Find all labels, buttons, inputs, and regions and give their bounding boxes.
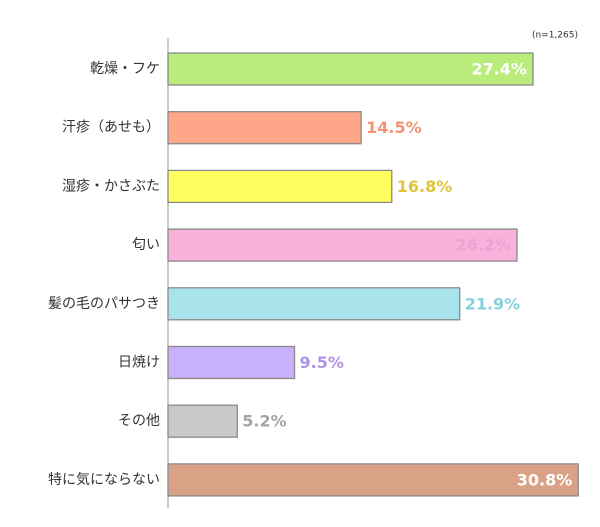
category-label: その他 [118,413,160,429]
category-label: 汗疹（あせも） [62,120,160,136]
category-label: 匂い [132,237,160,253]
bar [167,345,296,380]
category-label: 日焼け [118,355,160,371]
bar [167,228,518,262]
value-label: 9.5% [300,353,344,372]
category-label: 髪の毛のパサつき [48,296,160,312]
bar [167,52,534,86]
bar [167,111,362,145]
annotation: (n=1,265) [532,31,578,41]
value-label: 30.8% [517,470,573,489]
category-label: 乾燥・フケ [90,61,160,77]
bar [167,404,238,438]
bar [167,463,579,497]
bar [167,169,393,204]
value-label: 5.2% [242,412,286,431]
value-label: 26.2% [455,236,511,255]
value-label: 21.9% [465,294,521,313]
bar [167,287,461,321]
category-label: 特に気にならない [48,472,160,488]
category-label: 湿疹・かさぶた [62,178,160,194]
value-label: 27.4% [471,60,527,79]
value-label: 16.8% [397,177,453,196]
value-label: 14.5% [366,118,422,137]
